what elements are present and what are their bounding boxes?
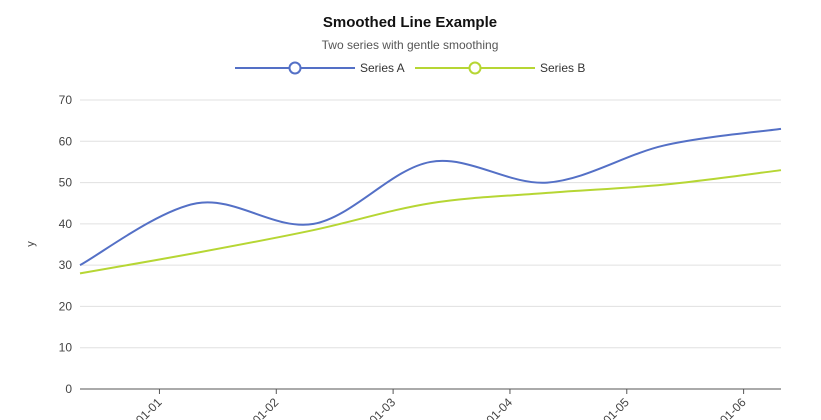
- x-tick-label: 01-03: [367, 395, 399, 420]
- legend-label: Series B: [540, 61, 585, 75]
- y-tick-label: 20: [59, 299, 73, 313]
- x-tick-label: 01-06: [717, 395, 749, 420]
- y-tick-label: 10: [59, 341, 73, 355]
- y-tick-label: 0: [65, 382, 72, 396]
- x-tick-label: 01-01: [133, 395, 165, 420]
- y-tick-label: 70: [59, 93, 73, 107]
- x-tick-label: 01-05: [600, 395, 632, 420]
- y-tick-label: 60: [59, 134, 73, 148]
- x-tick-label: 01-04: [483, 395, 515, 420]
- y-axis-label: y: [25, 241, 37, 247]
- y-tick-label: 50: [59, 176, 73, 190]
- chart-subtitle: Two series with gentle smoothing: [322, 38, 499, 52]
- legend-label: Series A: [360, 61, 405, 75]
- series-line-a: [79, 127, 782, 267]
- legend-marker-icon: [468, 61, 482, 75]
- legend-marker-icon: [288, 61, 302, 75]
- y-tick-label: 40: [59, 217, 73, 231]
- series-line-b: [79, 169, 782, 275]
- chart-title: Smoothed Line Example: [323, 14, 497, 31]
- y-tick-label: 30: [59, 258, 73, 272]
- x-tick-label: 01-02: [250, 395, 282, 420]
